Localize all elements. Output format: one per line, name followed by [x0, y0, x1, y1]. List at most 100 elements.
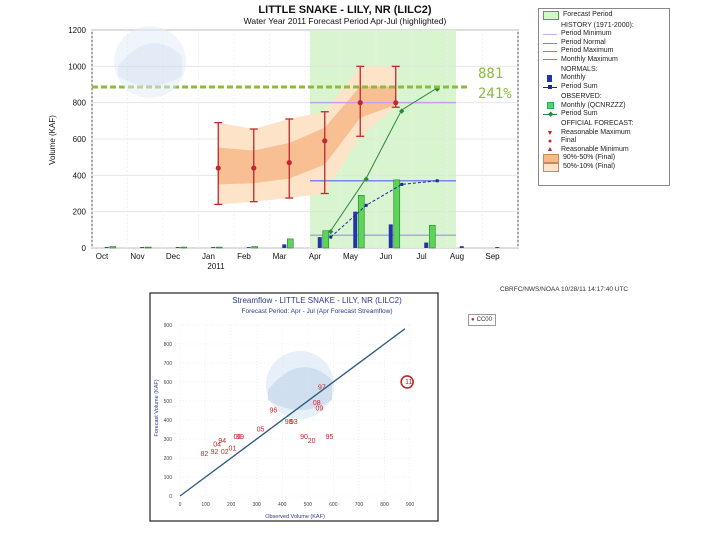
- scatter-year-label: 02: [221, 449, 229, 456]
- bottom-x-tick-label: 600: [329, 502, 338, 508]
- scatter-year-label: 92: [211, 449, 219, 456]
- legend-band-inner: 90%-50% (Final): [543, 154, 665, 164]
- monthly-normal-bar: [104, 247, 109, 248]
- scatter-year-label: 95: [326, 434, 334, 441]
- bottom-chart-subtitle: Forecast Period: Apr - Jul (Apr Forecast…: [242, 308, 393, 315]
- monthly-observed-bar: [180, 246, 188, 249]
- forecast-band-inner: [218, 86, 396, 185]
- monthly-observed-bar: [144, 246, 152, 249]
- bottom-y-tick-label: 300: [164, 437, 173, 443]
- scatter-year-label: 09: [315, 406, 323, 413]
- scatter-year-label: 05: [257, 426, 265, 433]
- scatter-year-label: 11: [405, 379, 412, 386]
- bottom-ylabel: Forecast Volume (KAF): [154, 379, 160, 436]
- top-chart-subtitle: Water Year 2011 Forecast Period Apr-Jul …: [244, 16, 447, 26]
- top-x-tick-label: Jun: [380, 252, 393, 261]
- top-chart-title: LITTLE SNAKE - LILY, NR (LILC2): [258, 4, 431, 16]
- observed-volume-text: 881: [478, 66, 504, 82]
- scatter-legend-label: CC00: [476, 317, 492, 323]
- scatter-year-label: 01: [229, 445, 237, 452]
- legend-period-maximum: Period Maximum: [543, 47, 665, 55]
- bottom-y-tick-label: 200: [164, 456, 173, 462]
- bottom-y-tick-label: 900: [164, 323, 173, 329]
- year-label: 2011: [207, 262, 225, 271]
- top-y-tick-label: 400: [73, 171, 87, 180]
- bottom-y-tick-label: 600: [164, 380, 173, 386]
- monthly-normal-bar: [424, 242, 429, 248]
- bottom-y-tick-label: 500: [164, 399, 173, 405]
- period-sum-normal-marker: [329, 235, 333, 239]
- top-y-tick-label: 600: [73, 135, 87, 144]
- scatter-legend: ● CC00: [468, 314, 496, 326]
- legend-period-sum-normal: Period Sum: [543, 83, 665, 91]
- legend-forecast-period: Forecast Period: [543, 11, 665, 20]
- scatter-year-label: 04: [213, 442, 221, 449]
- monthly-normal-bar: [175, 247, 180, 248]
- monthly-observed-bar: [322, 230, 330, 249]
- bottom-x-tick-label: 0: [179, 502, 182, 508]
- final-forecast-point: [357, 100, 363, 106]
- scatter-year-label: 20: [308, 438, 316, 445]
- top-y-tick-label: 1000: [68, 62, 86, 71]
- legend-history-header: HISTORY (1971-2000):: [561, 22, 634, 29]
- period-sum-normal-line: [330, 180, 438, 238]
- scatter-year-label: 00: [234, 434, 242, 441]
- period-sum-normal-marker: [435, 179, 439, 183]
- regression-line: [179, 328, 406, 497]
- scatter-year-label: 99: [236, 434, 244, 441]
- top-x-tick-label: Oct: [96, 252, 109, 261]
- final-forecast-point: [251, 165, 257, 171]
- top-x-tick-label: Feb: [237, 252, 251, 261]
- monthly-observed-bar: [251, 246, 259, 249]
- forecast-period-swatch: [543, 11, 559, 20]
- bottom-x-tick-label: 100: [201, 502, 210, 508]
- bottom-y-tick-label: 0: [169, 494, 172, 500]
- bottom-x-tick-label: 400: [278, 502, 287, 508]
- top-chart-legend: Forecast Period HISTORY (1971-2000): Per…: [538, 8, 670, 186]
- period-sum-observed-line: [330, 87, 438, 232]
- bottom-x-tick-label: 800: [380, 502, 389, 508]
- current-year-ring: [400, 375, 414, 389]
- bottom-x-tick-label: 500: [304, 502, 313, 508]
- legend-official-header: OFFICIAL FORECAST:: [561, 120, 634, 128]
- bottom-y-tick-label: 100: [164, 475, 173, 481]
- legend-band-outer: 50%-10% (Final): [543, 163, 665, 173]
- monthly-observed-bar: [286, 238, 294, 249]
- monthly-normal-bar: [459, 246, 464, 248]
- final-forecast-point: [215, 165, 221, 171]
- monthly-normal-bar: [140, 247, 145, 248]
- period-sum-observed-marker: ◆: [399, 108, 405, 115]
- bottom-x-tick-label: 300: [252, 502, 261, 508]
- top-x-tick-label: Dec: [166, 252, 180, 261]
- monthly-observed-bar: [357, 195, 365, 249]
- legend-monthly-maximum: Monthly Maximum: [543, 56, 665, 64]
- bottom-y-tick-label: 400: [164, 418, 173, 424]
- bottom-y-tick-label: 800: [164, 342, 173, 348]
- top-x-tick-label: Aug: [450, 252, 464, 261]
- bottom-y-tick-label: 700: [164, 361, 173, 367]
- top-x-tick-label: Apr: [309, 252, 322, 261]
- monthly-normal-bar: [353, 211, 358, 248]
- percent-of-normal-text: 241%: [478, 86, 512, 102]
- bottom-chart-title: Streamflow - LITTLE SNAKE - LILY, NR (LI…: [232, 296, 402, 305]
- scatter-year-label: 94: [218, 438, 226, 445]
- top-x-tick-label: Sep: [485, 252, 500, 261]
- top-x-tick-label: Jul: [416, 252, 426, 261]
- period-sum-observed-marker: ◆: [364, 176, 370, 183]
- bottom-xlabel: Observed Volume (KAF): [265, 514, 325, 520]
- period-sum-observed-marker: ◆: [435, 86, 441, 93]
- bottom-x-tick-label: 900: [406, 502, 415, 508]
- monthly-normal-bar: [495, 247, 500, 248]
- scatter-year-label: 90: [300, 434, 308, 441]
- top-y-tick-label: 0: [82, 244, 87, 253]
- top-x-tick-label: May: [343, 252, 358, 261]
- top-x-tick-label: Mar: [273, 252, 287, 261]
- scatter-legend-dot: ●: [471, 317, 475, 323]
- monthly-normal-bar: [246, 247, 251, 248]
- final-forecast-point: [286, 160, 292, 166]
- legend-reasonable-maximum: ▼ Reasonable Maximum: [546, 128, 631, 137]
- top-ylabel: Volume (KAF): [48, 115, 57, 165]
- final-forecast-point: [393, 100, 399, 106]
- scatter-year-label: 08: [313, 400, 321, 407]
- bottom-x-tick-label: 700: [355, 502, 364, 508]
